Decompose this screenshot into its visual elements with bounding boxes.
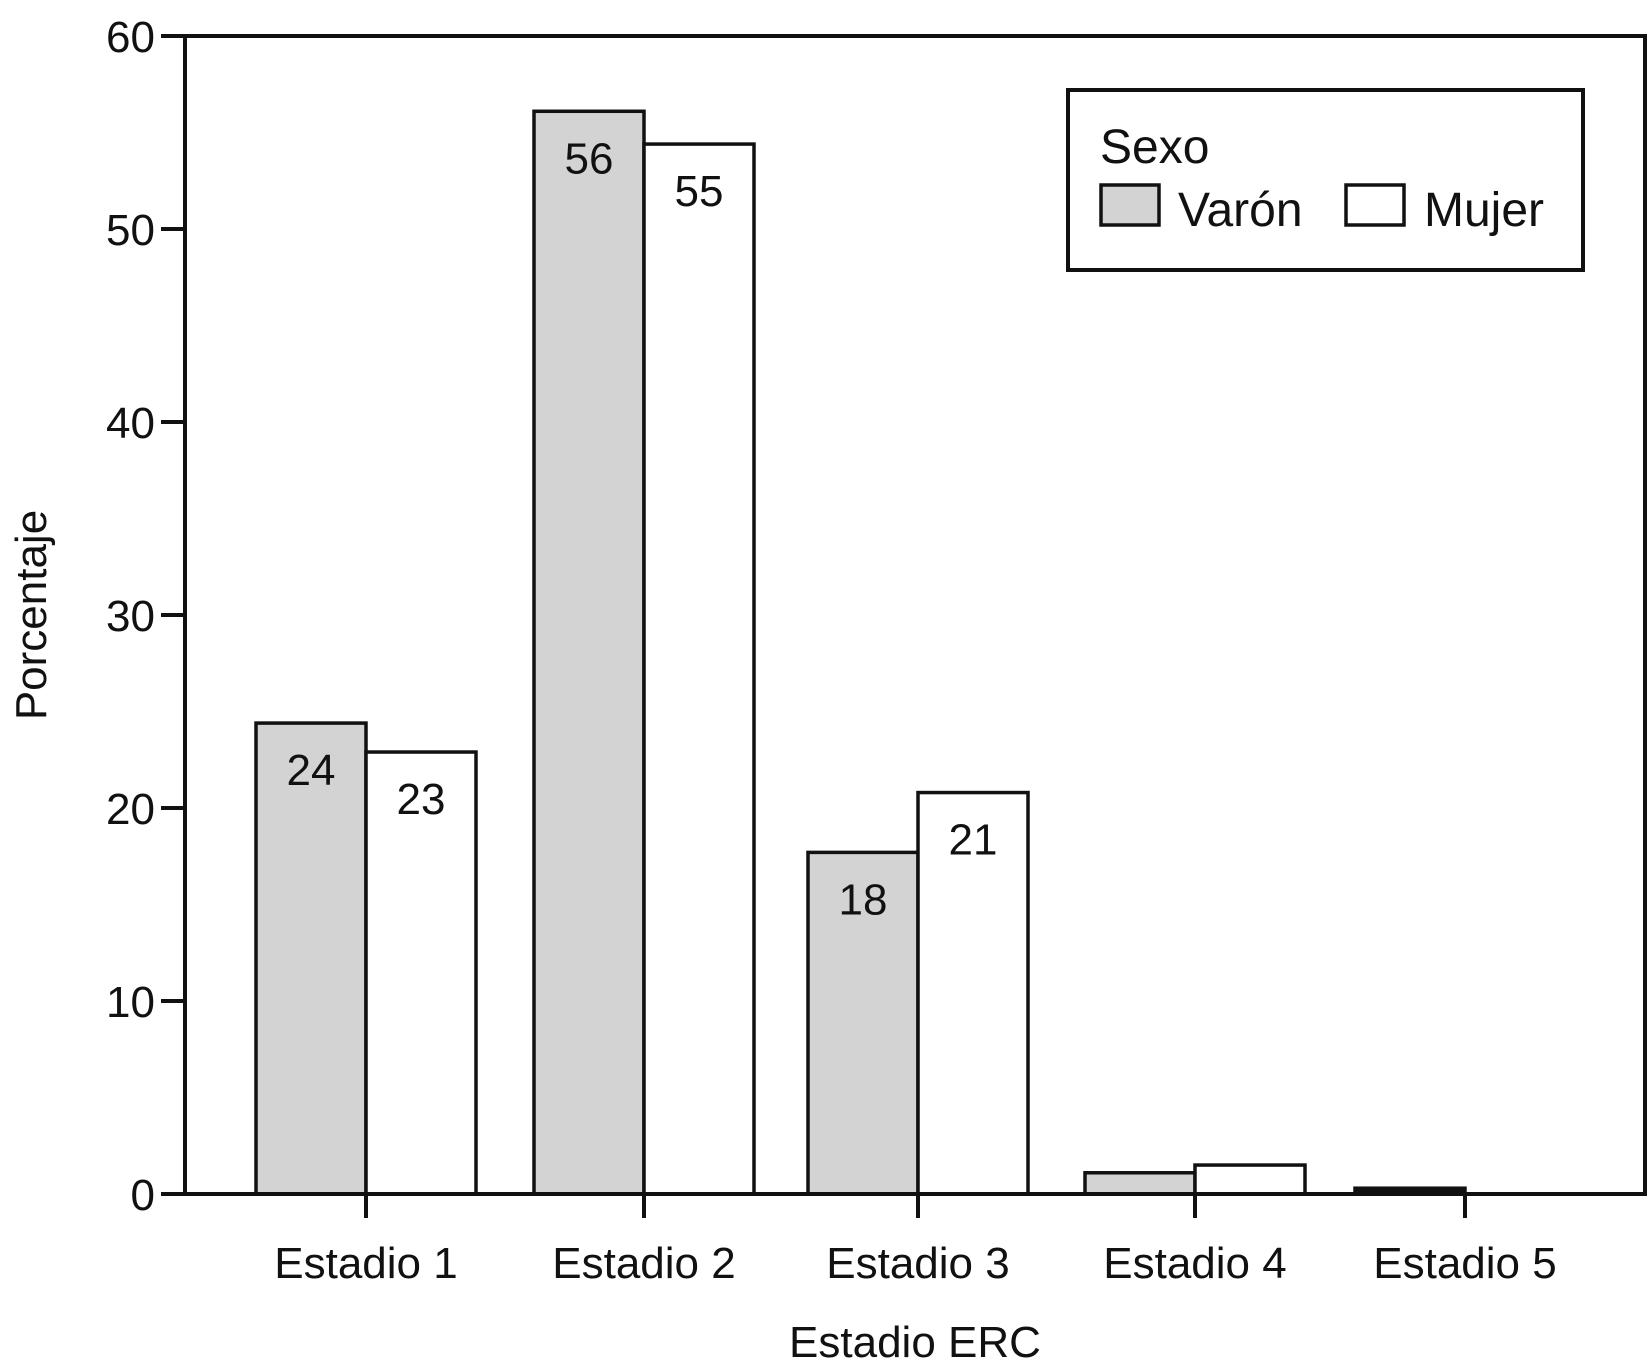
legend-swatch-mujer	[1344, 183, 1406, 227]
y-tick-label: 60	[106, 13, 155, 62]
y-tick-label: 40	[106, 399, 155, 448]
legend-box	[1066, 88, 1585, 272]
data-label-varn-1: 24	[287, 746, 336, 795]
x-tick-label: Estadio 3	[826, 1239, 1009, 1288]
x-tick-label: Estadio 1	[274, 1239, 457, 1288]
bar-varn-1	[254, 721, 368, 1196]
bars-layer: 24 56 18 23 55 21	[254, 109, 1467, 1196]
legend-title: Sexo	[1100, 121, 1209, 174]
legend-label-varon: Varón	[1178, 184, 1303, 237]
y-tick-label: 50	[106, 206, 155, 255]
bar-mujer-3	[916, 790, 1030, 1196]
bar-mujer-2	[642, 142, 756, 1196]
axis-ticks-layer: 0 10 20 30 40 50 60 Estadio 1 Estadio 2 Estadio 3…	[106, 13, 1557, 1288]
y-tick-label: 20	[106, 785, 155, 834]
x-axis-title: Estadio ERC	[789, 1318, 1041, 1367]
legend-swatch-varon	[1099, 183, 1161, 227]
bar-varn-4	[1083, 1171, 1197, 1196]
bar-varn-2	[532, 109, 646, 1196]
x-tick-label: Estadio 5	[1373, 1239, 1556, 1288]
bar-varn-3	[806, 850, 920, 1196]
bar-mujer-1	[364, 750, 478, 1196]
data-label-varn-2: 56	[565, 134, 614, 183]
legend: Sexo Varón Mujer	[1066, 88, 1585, 272]
y-tick-label: 30	[106, 592, 155, 641]
bar-mujer-4	[1193, 1163, 1307, 1196]
plot-frame	[183, 34, 1647, 1196]
data-label-mujer-2: 55	[675, 167, 724, 216]
y-tick-label: 10	[106, 978, 155, 1027]
data-label-varn-3: 18	[839, 875, 888, 924]
legend-label-mujer: Mujer	[1424, 184, 1544, 237]
x-tick-label: Estadio 2	[552, 1239, 735, 1288]
y-axis-title: Porcentaje	[7, 510, 56, 720]
x-tick-label: Estadio 4	[1103, 1239, 1286, 1288]
y-tick-label: 0	[131, 1171, 155, 1220]
data-label-mujer-3: 21	[949, 816, 998, 865]
data-label-mujer-1: 23	[397, 775, 446, 824]
